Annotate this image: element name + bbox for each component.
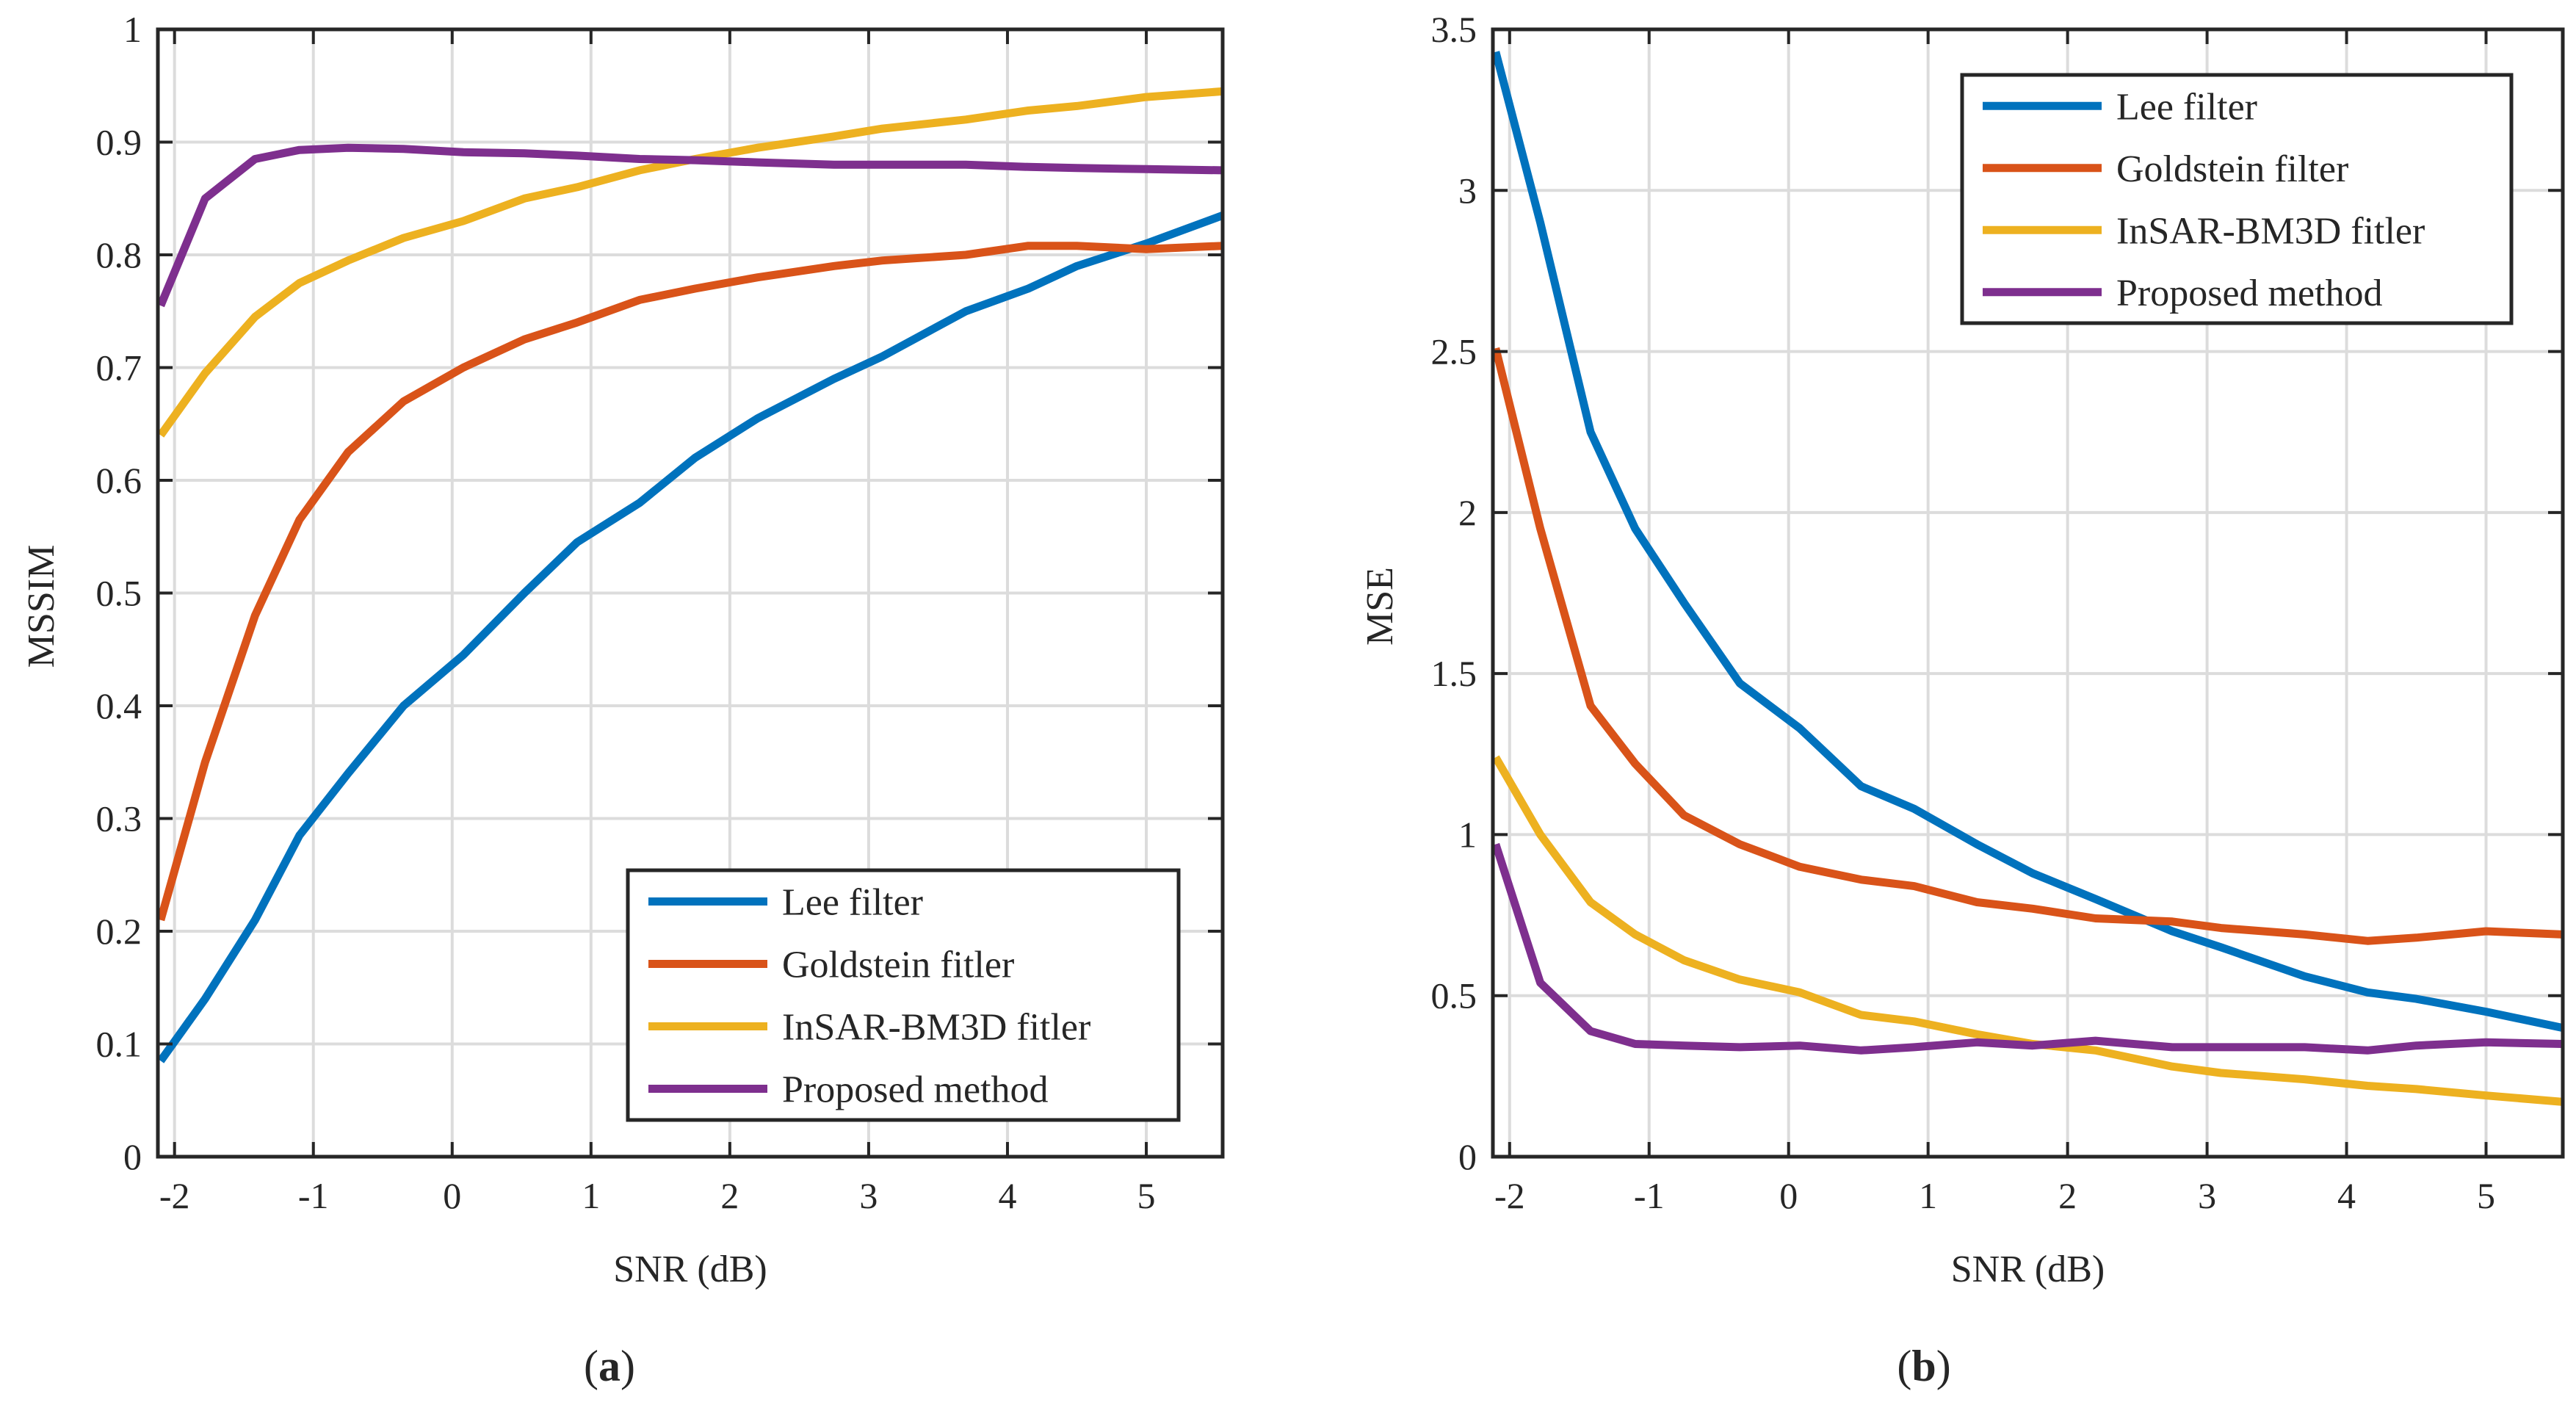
y-tick-label: 0.1: [96, 1024, 142, 1065]
series-line-4: [1491, 842, 2564, 1055]
series-line-3: [1492, 755, 2564, 1106]
y-tick-label: 0: [1458, 1136, 1477, 1177]
y-tick-label: 2.5: [1431, 331, 1477, 372]
x-tick-label: -1: [298, 1175, 329, 1216]
y-tick-label: 0.4: [96, 685, 142, 726]
legend-label-4: Proposed method: [2116, 272, 2383, 314]
caption-open-paren: (: [1897, 1342, 1911, 1390]
legend: Lee filter Goldstein fitler InSAR-BM3D fit…: [626, 868, 1181, 1122]
y-tick-label: 1: [1458, 814, 1477, 855]
legend-label-1: Lee filter: [782, 882, 923, 924]
y-tick-label: 0.5: [1431, 975, 1477, 1016]
legend-label-4: Proposed method: [782, 1069, 1049, 1111]
x-tick-label: -2: [159, 1175, 190, 1216]
y-tick-label: 0.3: [96, 798, 142, 839]
caption-letter: b: [1911, 1342, 1936, 1390]
series-group: [1491, 51, 2564, 1106]
y-tick-label: 0.7: [96, 347, 142, 389]
y-tick-label: 0: [123, 1136, 142, 1177]
y-tick-label: 0.6: [96, 460, 142, 501]
y-tick-label: 1.5: [1431, 653, 1477, 694]
y-tick-label: 1: [123, 9, 142, 50]
legend-box: [626, 868, 1181, 1122]
caption-close-paren: ): [1936, 1342, 1951, 1390]
series-line-2: [156, 242, 1223, 922]
x-tick-label: 2: [2058, 1175, 2077, 1216]
y-tick-label: 0.9: [96, 122, 142, 163]
x-tick-label: 5: [1137, 1175, 1156, 1216]
x-tick-label: 4: [998, 1175, 1016, 1216]
series-line-2: [1491, 347, 2564, 945]
series-line-1: [1491, 51, 2564, 1032]
x-tick-label: 3: [2198, 1175, 2216, 1216]
x-tick-label: 2: [720, 1175, 739, 1216]
x-tick-label: -2: [1494, 1175, 1525, 1216]
legend: Lee filter Goldstein filter InSAR-BM3D fit…: [1960, 73, 2514, 325]
x-axis-label: SNR (dB): [613, 1248, 767, 1290]
x-tick-label: 3: [859, 1175, 878, 1216]
chart-panel-mse: -2 -1 0 1 2 3 4 5 0 0.5 1 1.5 2 2.5 3 3.5 SNR (dB) MSE Lee…: [1359, 9, 2565, 1390]
y-axis-label: MSE: [1359, 567, 1401, 646]
caption-letter: a: [598, 1342, 621, 1390]
y-tick-label: 2: [1458, 492, 1477, 533]
series-line-3: [157, 87, 1223, 438]
x-tick-label: 0: [1779, 1175, 1798, 1216]
y-tick-label: 0.2: [96, 911, 142, 952]
caption-close-paren: ): [621, 1342, 635, 1390]
x-axis-label: SNR (dB): [1951, 1248, 2105, 1290]
x-tick-label: 0: [443, 1175, 461, 1216]
legend-label-1: Lee filter: [2116, 86, 2257, 128]
panel-caption: (a): [584, 1342, 635, 1390]
caption-open-paren: (: [584, 1342, 598, 1390]
x-tick-label: 1: [582, 1175, 600, 1216]
x-tick-label: 4: [2337, 1175, 2356, 1216]
panel-caption: (b): [1897, 1342, 1950, 1390]
chart-panel-mssim: -2 -1 0 1 2 3 4 500.10.20.30.40.50.60.70.80.91S…: [21, 9, 1225, 1390]
y-tick-label: 0.5: [96, 573, 142, 614]
x-tick-label: -1: [1634, 1175, 1665, 1216]
legend-label-2: Goldstein fitler: [782, 944, 1014, 986]
series-line-1: [157, 212, 1224, 1063]
x-tick-label: 1: [1919, 1175, 1937, 1216]
legend-box: [1960, 73, 2514, 325]
y-tick-label: 0.8: [96, 234, 142, 275]
x-tick-label: 5: [2477, 1175, 2495, 1216]
axes-box: [1491, 27, 2565, 1159]
y-tick-label: 3.5: [1431, 9, 1477, 50]
y-axis-label: MSSIM: [21, 545, 62, 668]
series-group: [156, 87, 1224, 1063]
legend-label-2: Goldstein filter: [2116, 148, 2348, 190]
legend-label-3: InSAR-BM3D fitler: [2116, 210, 2425, 252]
legend-label-3: InSAR-BM3D fitler: [782, 1007, 1090, 1049]
series-line-4: [156, 143, 1223, 308]
y-tick-label: 3: [1458, 170, 1477, 211]
